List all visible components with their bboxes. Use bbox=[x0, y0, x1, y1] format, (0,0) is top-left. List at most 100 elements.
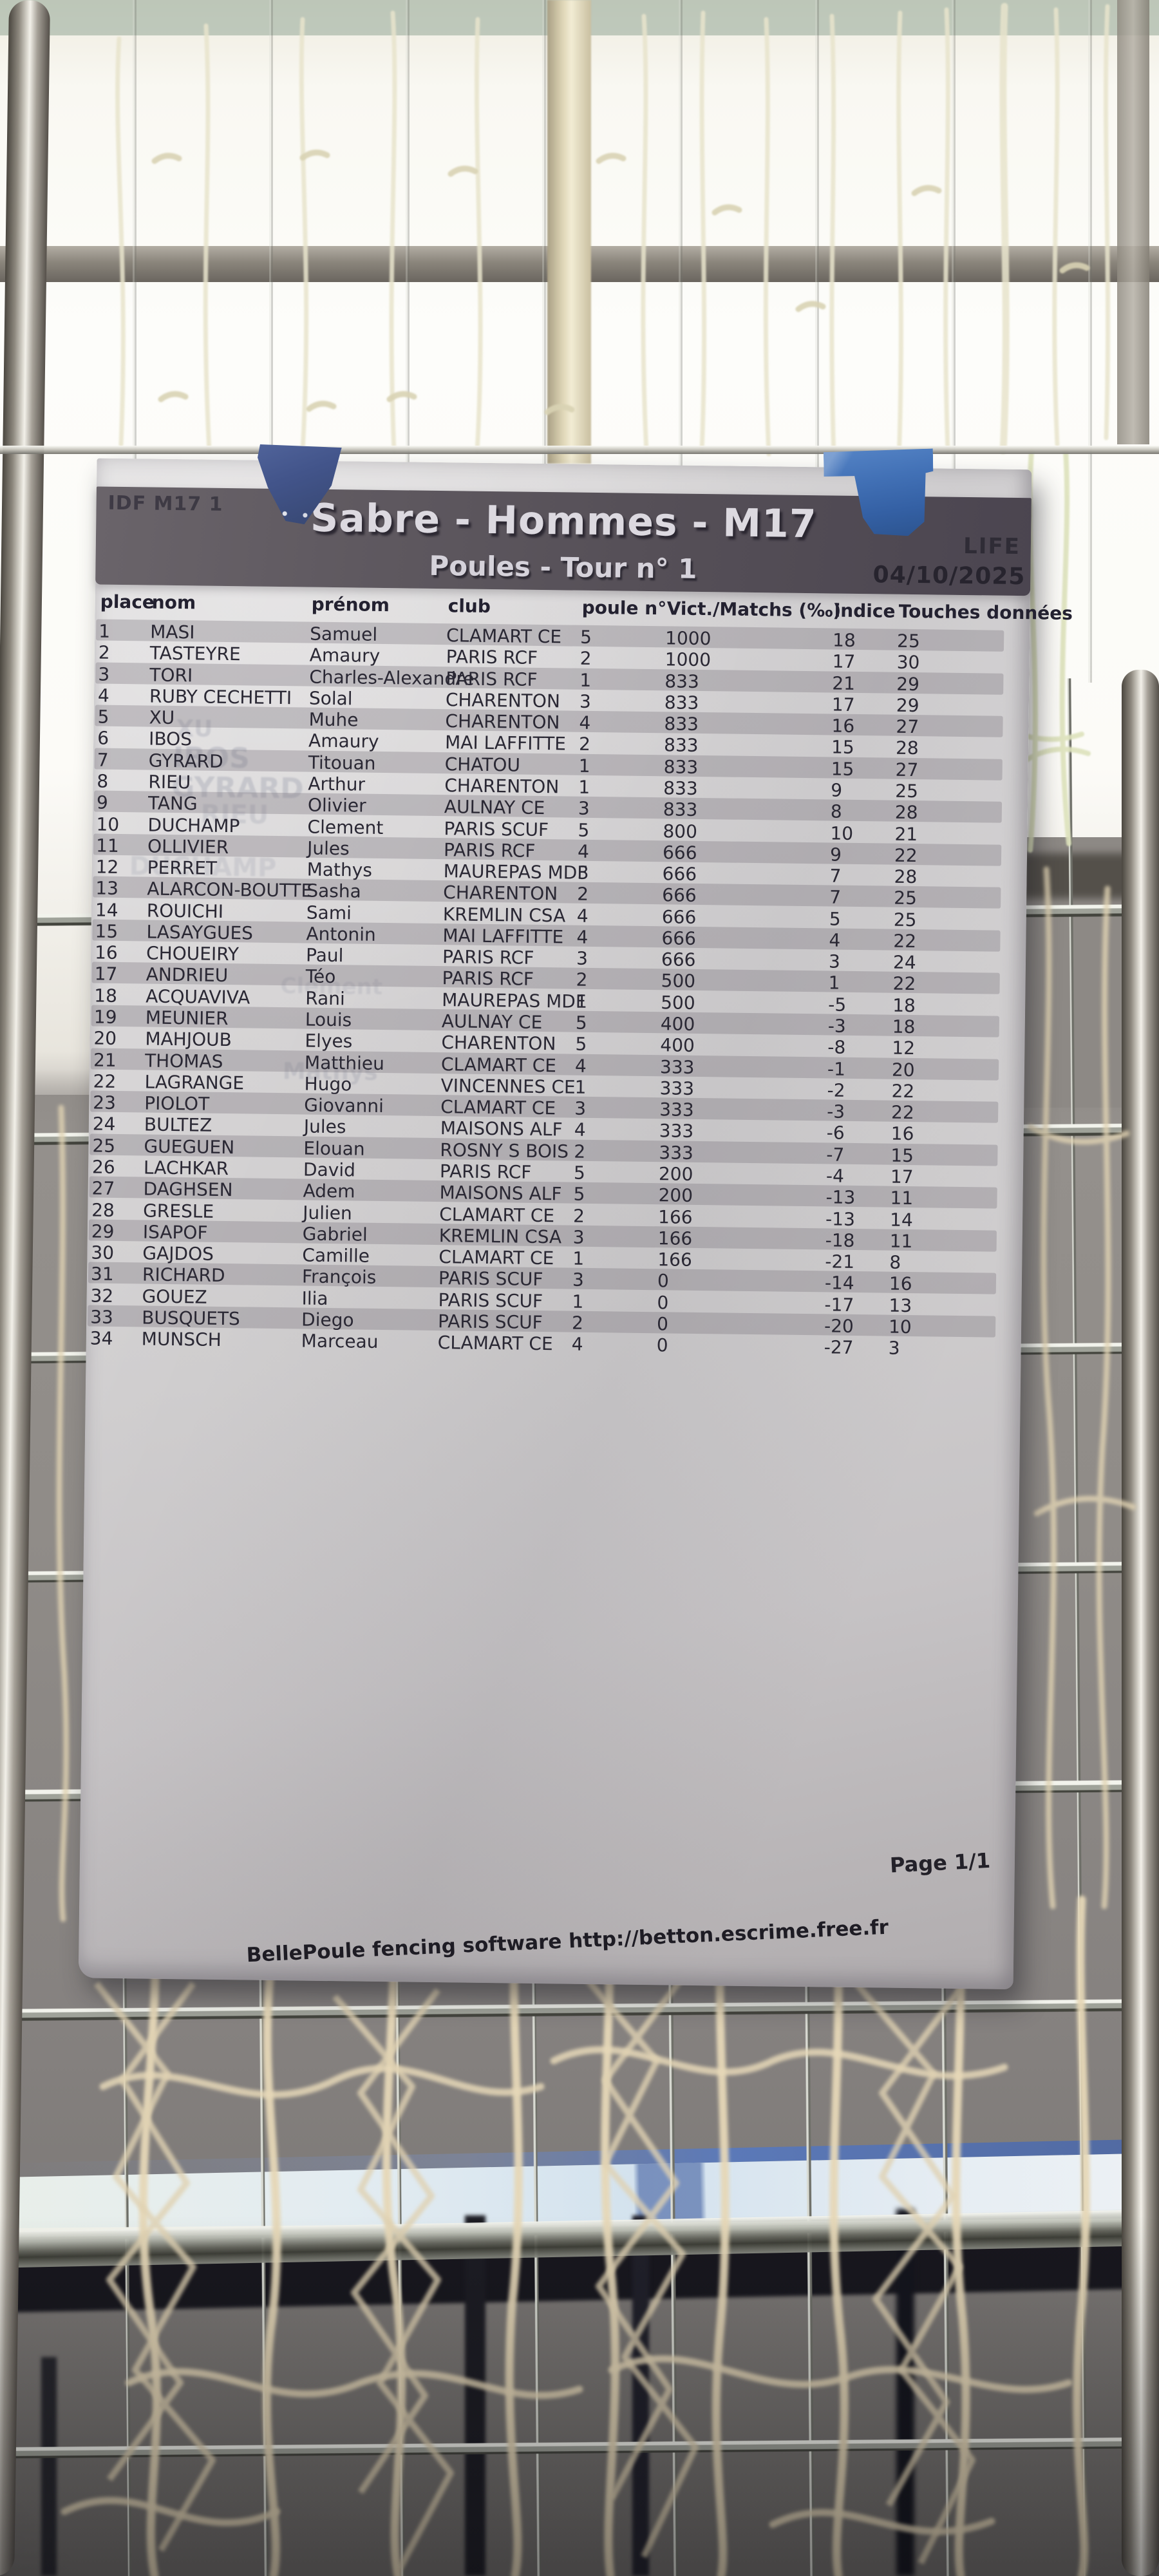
cell-nom: MAHJOUB bbox=[145, 1028, 232, 1051]
cell-touches_donnees: 10 bbox=[888, 1316, 912, 1338]
cell-indice: -4 bbox=[825, 1165, 845, 1187]
cell-club: CHARENTON bbox=[441, 1032, 556, 1055]
cell-vict_matchs: 1000 bbox=[664, 627, 711, 650]
cell-place: 13 bbox=[95, 877, 119, 900]
column-header-indice: indice bbox=[834, 600, 896, 622]
cell-prenom: Sami bbox=[306, 902, 352, 924]
cell-poule: 2 bbox=[578, 734, 591, 755]
cell-club: MAI LAFFITTE bbox=[442, 925, 564, 948]
cell-nom: PERRET bbox=[147, 857, 218, 879]
cell-place: 15 bbox=[95, 920, 118, 942]
cell-place: 26 bbox=[91, 1156, 115, 1178]
cell-vict_matchs: 833 bbox=[663, 734, 699, 757]
cell-vict_matchs: 833 bbox=[663, 755, 699, 778]
cell-nom: TORI bbox=[149, 664, 193, 686]
cell-indice: -13 bbox=[825, 1186, 856, 1209]
cell-vict_matchs: 0 bbox=[657, 1270, 669, 1292]
cell-poule: 1 bbox=[576, 990, 588, 1012]
cell-place: 16 bbox=[94, 942, 118, 964]
cell-poule: 4 bbox=[574, 1055, 587, 1077]
cell-place: 29 bbox=[91, 1220, 115, 1242]
cell-poule: 2 bbox=[580, 647, 592, 670]
cell-indice: -14 bbox=[824, 1272, 854, 1294]
cell-prenom: Giovanni bbox=[304, 1094, 384, 1117]
cell-touches_donnees: 25 bbox=[894, 887, 918, 909]
cell-prenom: Olivier bbox=[307, 794, 366, 817]
cell-place: 34 bbox=[90, 1327, 113, 1350]
cell-touches_donnees: 15 bbox=[890, 1144, 914, 1166]
cell-touches_donnees: 29 bbox=[896, 673, 920, 695]
cell-place: 11 bbox=[95, 835, 119, 857]
cell-touches_donnees: 11 bbox=[890, 1187, 914, 1209]
cell-nom: DUCHAMP bbox=[147, 814, 240, 837]
cell-poule: 3 bbox=[572, 1269, 584, 1291]
cell-touches_donnees: 11 bbox=[889, 1230, 913, 1252]
cell-vict_matchs: 666 bbox=[661, 905, 697, 928]
cell-club: MAISONS ALF bbox=[440, 1117, 563, 1141]
cell-prenom: Elyes bbox=[305, 1030, 353, 1052]
cell-indice: 21 bbox=[832, 672, 856, 694]
cell-vict_matchs: 200 bbox=[658, 1184, 693, 1207]
cell-indice: -18 bbox=[825, 1229, 855, 1251]
cell-touches_donnees: 28 bbox=[894, 866, 918, 888]
cell-club: AULNAY CE bbox=[441, 1010, 543, 1034]
cell-indice: 15 bbox=[831, 758, 854, 780]
cell-vict_matchs: 500 bbox=[661, 970, 696, 992]
cell-place: 9 bbox=[96, 791, 108, 813]
cell-poule: 2 bbox=[576, 969, 588, 991]
cell-indice: -7 bbox=[826, 1144, 845, 1166]
cell-nom: ISAPOF bbox=[142, 1221, 208, 1244]
cell-prenom: David bbox=[303, 1159, 356, 1181]
cell-indice: -5 bbox=[828, 994, 847, 1016]
cell-poule: 5 bbox=[575, 1033, 587, 1056]
cell-prenom: Antonin bbox=[306, 923, 376, 945]
cell-place: 14 bbox=[95, 899, 118, 921]
cell-place: 27 bbox=[91, 1177, 115, 1200]
cell-indice: 9 bbox=[829, 844, 842, 866]
cell-indice: 18 bbox=[832, 629, 856, 651]
cell-nom: LACHKAR bbox=[143, 1157, 229, 1180]
cell-place: 10 bbox=[96, 813, 120, 835]
cell-prenom: Elouan bbox=[303, 1137, 365, 1160]
cell-vict_matchs: 0 bbox=[656, 1313, 669, 1335]
cage-frame-right-tube bbox=[1122, 670, 1159, 2576]
cell-club: PARIS RCF bbox=[439, 1160, 532, 1183]
cell-place: 7 bbox=[97, 749, 109, 771]
cell-vict_matchs: 666 bbox=[661, 949, 696, 971]
cell-poule: 4 bbox=[579, 712, 591, 734]
cell-club: PARIS SCUF bbox=[438, 1289, 543, 1312]
cell-vict_matchs: 333 bbox=[659, 1120, 694, 1142]
cell-indice: 17 bbox=[831, 694, 855, 715]
cell-nom: CHOUEIRY bbox=[146, 942, 240, 965]
cell-prenom: François bbox=[301, 1265, 377, 1289]
cell-prenom: Muhe bbox=[308, 708, 359, 731]
cell-touches_donnees: 16 bbox=[890, 1123, 914, 1145]
cell-indice: 10 bbox=[830, 822, 854, 844]
cell-prenom: Rani bbox=[305, 987, 346, 1010]
software-credit: BellePoule fencing software http://betto… bbox=[246, 1915, 889, 1967]
cell-club: CLAMART CE bbox=[438, 1246, 554, 1269]
cell-indice: -6 bbox=[826, 1122, 845, 1144]
cell-nom: GOUEZ bbox=[142, 1285, 207, 1308]
cell-touches_donnees: 28 bbox=[895, 737, 919, 759]
cell-vict_matchs: 200 bbox=[658, 1163, 693, 1185]
cell-place: 28 bbox=[91, 1199, 115, 1221]
cell-nom: GUEGUEN bbox=[144, 1135, 235, 1158]
cell-touches_donnees: 29 bbox=[896, 694, 919, 716]
cell-poule: 3 bbox=[576, 947, 589, 970]
column-header-nom: nom bbox=[151, 591, 196, 614]
cell-poule: 1 bbox=[572, 1291, 584, 1312]
cell-club: PARIS SCUF bbox=[438, 1267, 543, 1291]
cell-indice: 5 bbox=[829, 908, 841, 930]
results-sheet: XU IBOS GYRARD RIEU DUCHAMP Clement Mathys IDF… bbox=[78, 458, 1073, 1990]
cell-place: 22 bbox=[93, 1070, 117, 1092]
cell-nom: RUBY CECHETTI bbox=[149, 685, 292, 709]
cell-prenom: Téo bbox=[305, 966, 336, 988]
cell-prenom: Ilia bbox=[301, 1287, 328, 1309]
cell-prenom: Titouan bbox=[308, 752, 376, 774]
cell-indice: 9 bbox=[831, 779, 843, 801]
cell-touches_donnees: 18 bbox=[892, 994, 916, 1016]
cell-touches_donnees: 3 bbox=[888, 1337, 900, 1359]
cell-prenom: Hugo bbox=[304, 1073, 352, 1095]
